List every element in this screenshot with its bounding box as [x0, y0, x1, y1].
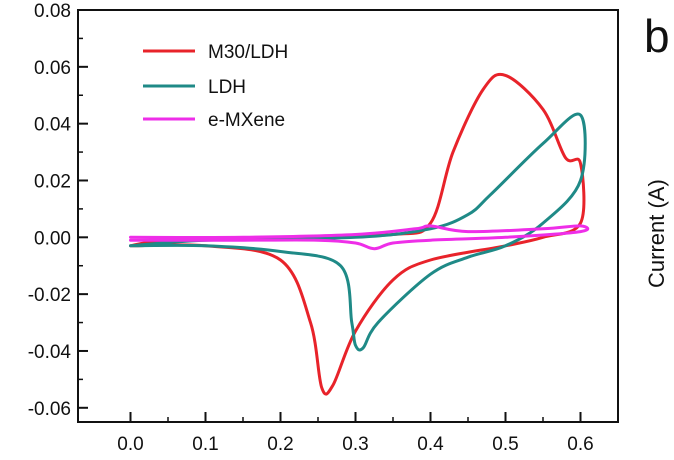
series-layer [129, 72, 590, 396]
plot-frame [77, 9, 619, 423]
y-tick-label: 0.04 [34, 115, 71, 136]
x-tick-label: 0.2 [267, 434, 293, 455]
neighbor-y-axis-label: Current (A) [644, 179, 669, 288]
x-tick-label: 0.6 [567, 434, 593, 455]
y-tick-label: 0.08 [34, 1, 71, 22]
y-tick-label: 0.00 [34, 228, 71, 249]
series-line-ldh [129, 112, 587, 352]
panel-letter: b [644, 10, 670, 62]
y-tick-label: -0.02 [28, 285, 71, 306]
y-tick-label: 0.06 [34, 58, 71, 79]
y-axis: 0.08 0.06 0.04 0.02 0.00 -0.02 -0.04 -0.06 [28, 1, 88, 420]
x-tick-label: 0.4 [417, 434, 444, 455]
x-tick-label: 0.5 [492, 434, 518, 455]
y-tick-label: -0.04 [28, 342, 72, 363]
x-tick-label: 0.0 [117, 434, 143, 455]
x-tick-label: 0.3 [342, 434, 368, 455]
legend-label-e-mxene: e-MXene [208, 110, 285, 131]
x-tick-label: 0.1 [192, 434, 218, 455]
legend-label-m30-ldh: M30/LDH [208, 42, 288, 63]
legend-label-ldh: LDH [208, 77, 246, 98]
x-axis: 0.0 0.1 0.2 0.3 0.4 0.5 0.6 [117, 412, 594, 455]
y-tick-label: -0.06 [28, 399, 71, 420]
y-tick-label: 0.02 [34, 171, 71, 192]
series-line-e-mxene [129, 224, 590, 251]
legend: M30/LDH LDH e-MXene [143, 42, 288, 131]
